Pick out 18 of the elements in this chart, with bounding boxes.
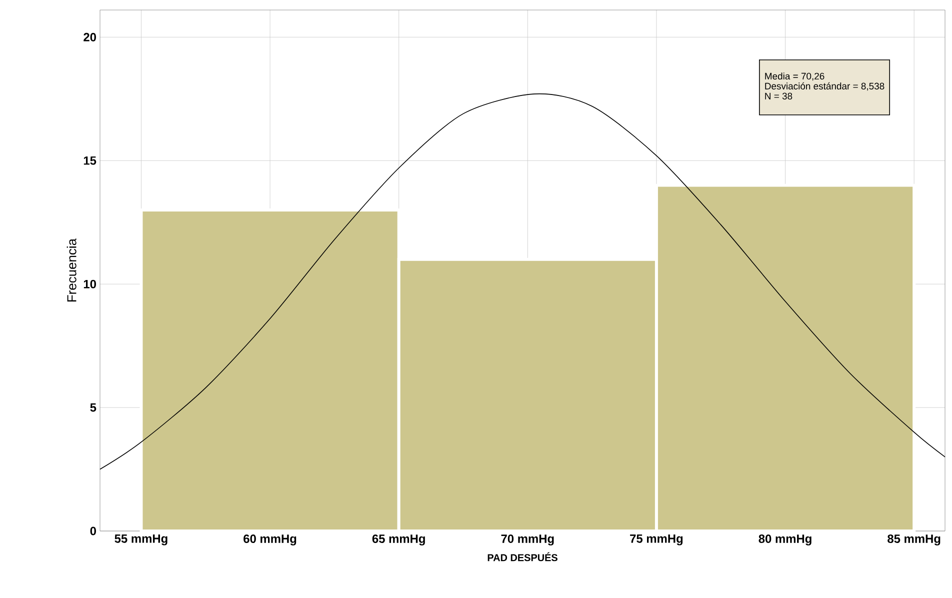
y-tick-label: 0 [90,526,96,536]
x-tick-label: 85 mmHg [888,534,940,546]
annotation: Desviación estándar = 8,538 [765,82,884,91]
x-tick-label: 60 mmHg [244,534,296,546]
y-axis-title: Frecuencia [66,238,76,302]
line-series [100,93,946,470]
x-axis-title: PAD DESPUÉS [488,552,558,562]
x-tick-label: 80 mmHg [758,534,812,546]
y-tick-label: 5 [90,403,96,412]
annotation: N = 38 [765,92,792,100]
x-tick-label: 55 mmHg [114,534,168,546]
x-tick-label: 75 mmHg [630,534,683,546]
y-tick-label: 10 [84,280,96,288]
annotation: Media = 70,26 [765,72,824,81]
y-tick-label: 20 [84,32,96,42]
x-tick-label: 70 mmHg [501,534,554,546]
x-tick-label: 65 mmHg [372,534,425,546]
y-tick-label: 15 [84,156,96,165]
